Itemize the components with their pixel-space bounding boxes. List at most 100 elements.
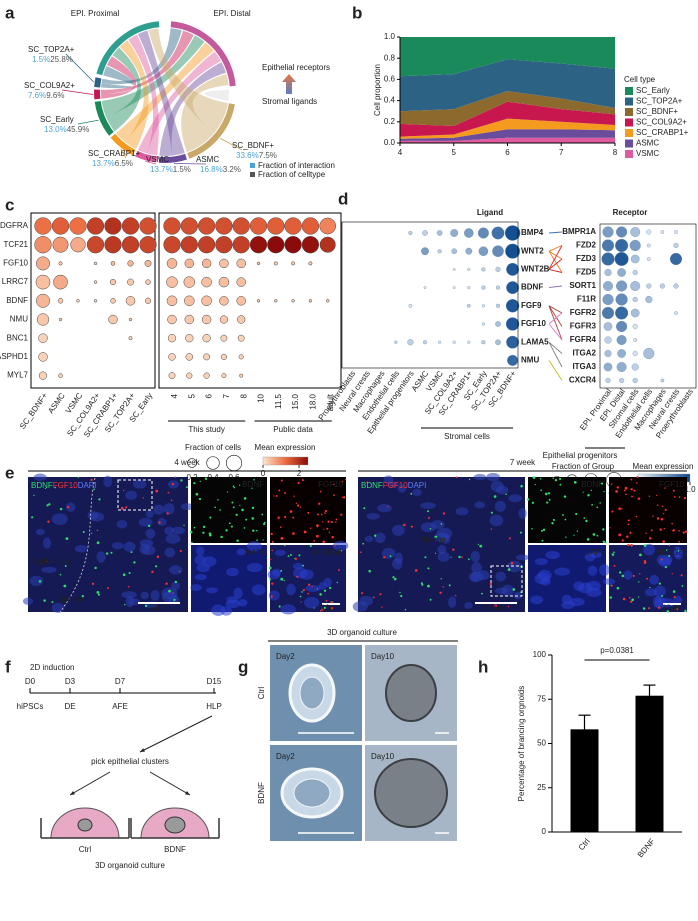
signal (359, 551, 362, 554)
y-tick-label: 0.0 (384, 138, 396, 147)
signal (179, 549, 182, 553)
signal (582, 491, 584, 493)
signal (309, 527, 312, 529)
receptor-label: FGFR4 (570, 335, 597, 344)
legend-label: SC_CRABP1+ (636, 128, 689, 137)
signal (155, 565, 158, 568)
signal (649, 586, 651, 589)
ligand-label: BDNF (521, 283, 543, 292)
signal (336, 581, 339, 584)
signal (333, 494, 335, 496)
signal (587, 565, 598, 576)
segment-label: EPI. Proximal (71, 9, 120, 18)
signal (657, 606, 661, 609)
link (548, 360, 563, 381)
chord-ribbon (148, 28, 229, 134)
signal (294, 557, 298, 560)
dot (601, 252, 615, 266)
signal (575, 512, 578, 516)
dot (168, 372, 176, 380)
channel-label: DAPI (245, 548, 264, 557)
signal (164, 526, 175, 535)
signal (493, 495, 497, 498)
signal (230, 525, 233, 528)
panel-title: 4 week (174, 458, 200, 467)
signal (654, 585, 666, 598)
signal (284, 492, 287, 494)
dot (603, 281, 613, 291)
signal (630, 544, 633, 547)
dot (127, 260, 134, 267)
panel-label: f (5, 657, 11, 676)
chord-ribbon (101, 35, 205, 118)
receptor-label: FZD5 (576, 268, 597, 277)
signal (489, 514, 504, 527)
signal (287, 555, 290, 557)
signal (292, 516, 295, 519)
dot (110, 298, 116, 304)
signal (386, 481, 398, 488)
signal (277, 516, 280, 519)
dot (604, 268, 612, 277)
signal (639, 573, 641, 575)
signal (461, 556, 463, 559)
receptor-label: SORT1 (569, 281, 596, 290)
signal (202, 556, 217, 567)
signal (442, 586, 445, 588)
chord-ribbon (128, 34, 159, 156)
legend-swatch (625, 129, 633, 137)
signal (331, 607, 334, 610)
colorbar-label: 2 (297, 469, 302, 478)
signal (112, 542, 124, 550)
signal (589, 551, 603, 558)
chord-ribbon (204, 89, 229, 101)
signal (473, 473, 487, 481)
organoid (374, 758, 448, 828)
dot (617, 349, 626, 358)
signal (635, 515, 638, 518)
signal (301, 479, 304, 482)
signal (236, 548, 246, 556)
dot (629, 239, 641, 252)
interaction-fraction: 1.5% (32, 55, 50, 64)
signal (161, 587, 178, 600)
signal (278, 605, 281, 608)
bracket-label: Stromal cells (444, 432, 490, 441)
chord-ribbon (101, 65, 135, 89)
chord-ribbon (119, 40, 149, 150)
signal (537, 569, 552, 581)
signal (284, 544, 286, 547)
chord-segment (158, 153, 187, 163)
signal (225, 599, 241, 609)
signal (334, 545, 336, 547)
signal (48, 503, 51, 506)
ligand-label: NMU (521, 356, 539, 365)
signal (42, 537, 51, 549)
dot (168, 353, 176, 361)
signal (243, 527, 246, 529)
signal (671, 522, 673, 525)
signal (246, 541, 262, 552)
signal (656, 517, 660, 520)
signal (262, 539, 264, 541)
signal (324, 512, 326, 514)
signal (65, 502, 76, 512)
y-tick-label: 25 (537, 783, 546, 792)
stage-cell-label: HLP (206, 702, 222, 711)
dot (203, 372, 210, 379)
signal (583, 517, 586, 519)
signal (292, 532, 295, 535)
dot (53, 274, 68, 290)
signal (261, 513, 264, 516)
dot (291, 299, 295, 303)
signal (379, 593, 382, 596)
signal (630, 478, 633, 481)
organoid-lumen (293, 778, 331, 808)
signal (232, 485, 235, 488)
signal (268, 590, 280, 601)
dot (201, 295, 212, 307)
signal (596, 534, 599, 537)
dot (166, 276, 178, 288)
legend-dot (187, 458, 197, 468)
dot (421, 247, 429, 256)
